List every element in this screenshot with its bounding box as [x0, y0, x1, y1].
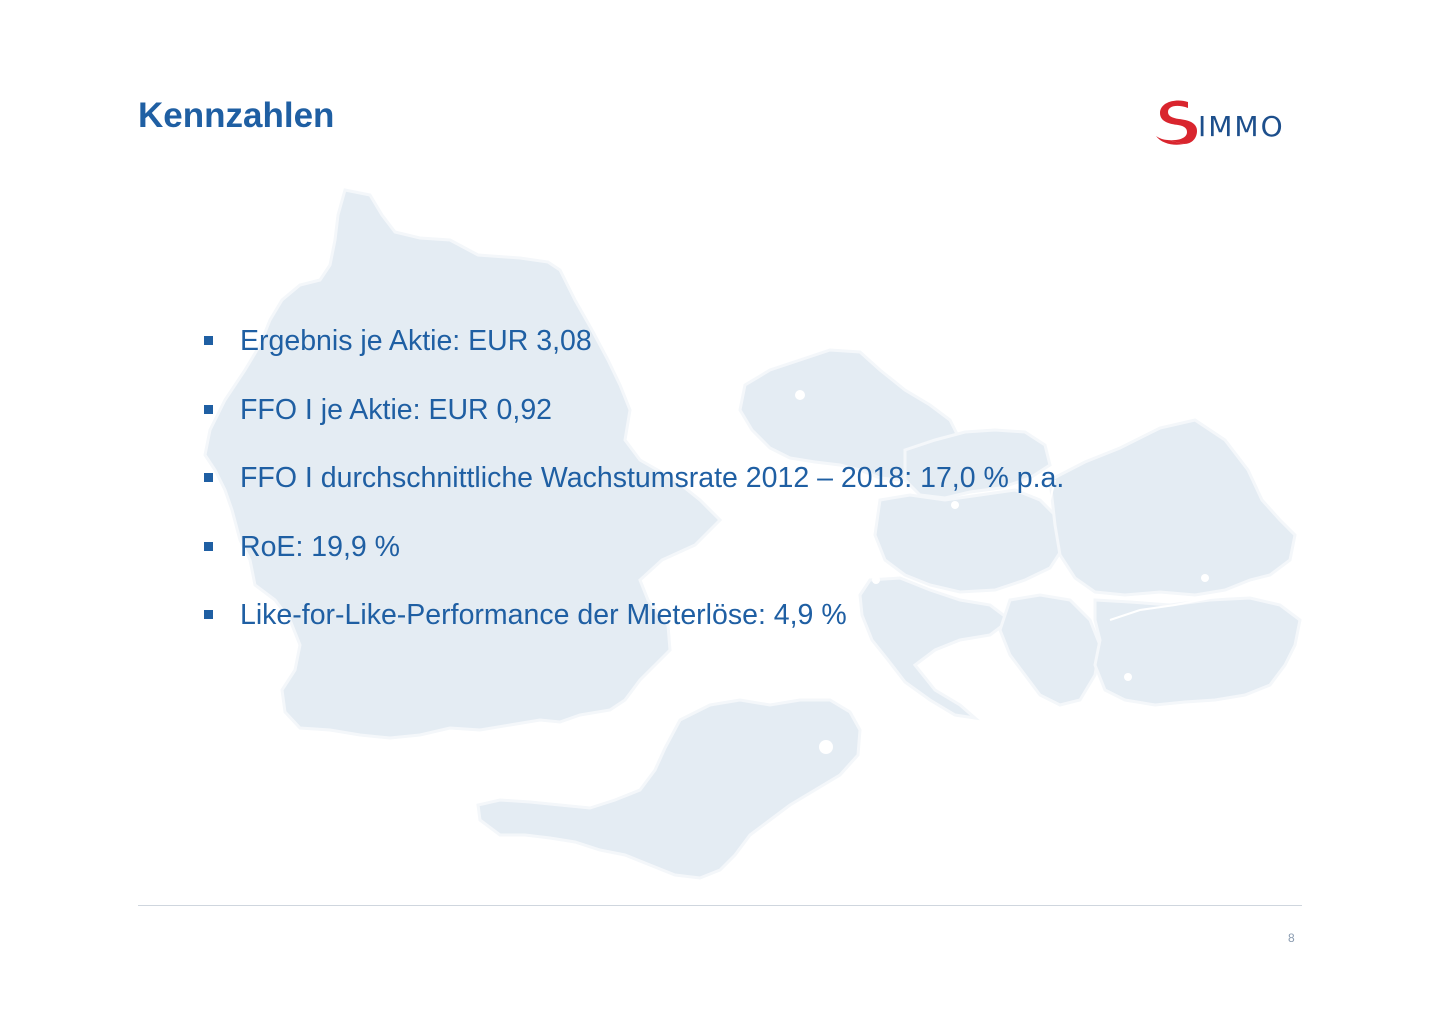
company-logo: IMMO — [1150, 96, 1300, 152]
square-bullet-icon — [204, 541, 213, 551]
square-bullet-icon — [204, 610, 213, 619]
list-item: Like-for-Like-Performance der Mieterlöse… — [198, 594, 1064, 663]
page-title: Kennzahlen — [138, 96, 335, 135]
square-bullet-icon — [204, 336, 213, 345]
list-item: RoE: 19,9 % — [198, 526, 1064, 595]
list-item: Ergebnis je Aktie: EUR 3,08 — [198, 320, 1064, 389]
list-item: FFO I je Aktie: EUR 0,92 — [198, 389, 1064, 458]
list-item-text: Like-for-Like-Performance der Mieterlöse… — [240, 599, 847, 631]
logo-text: IMMO — [1198, 110, 1285, 143]
list-item-text: RoE: 19,9 % — [240, 530, 401, 563]
footer-divider — [138, 905, 1302, 906]
list-item-text: FFO I durchschnittliche Wachstumsrate 20… — [240, 462, 1065, 494]
list-item: FFO I durchschnittliche Wachstumsrate 20… — [198, 457, 1064, 526]
list-item-text: FFO I je Aktie: EUR 0,92 — [240, 393, 553, 426]
list-item-text: Ergebnis je Aktie: EUR 3,08 — [240, 325, 592, 357]
s-logo-icon — [1156, 100, 1197, 145]
square-bullet-icon — [204, 473, 213, 482]
page-number: 8 — [1288, 931, 1295, 945]
key-figures-list: Ergebnis je Aktie: EUR 3,08 FFO I je Akt… — [198, 320, 1064, 663]
square-bullet-icon — [204, 404, 213, 414]
